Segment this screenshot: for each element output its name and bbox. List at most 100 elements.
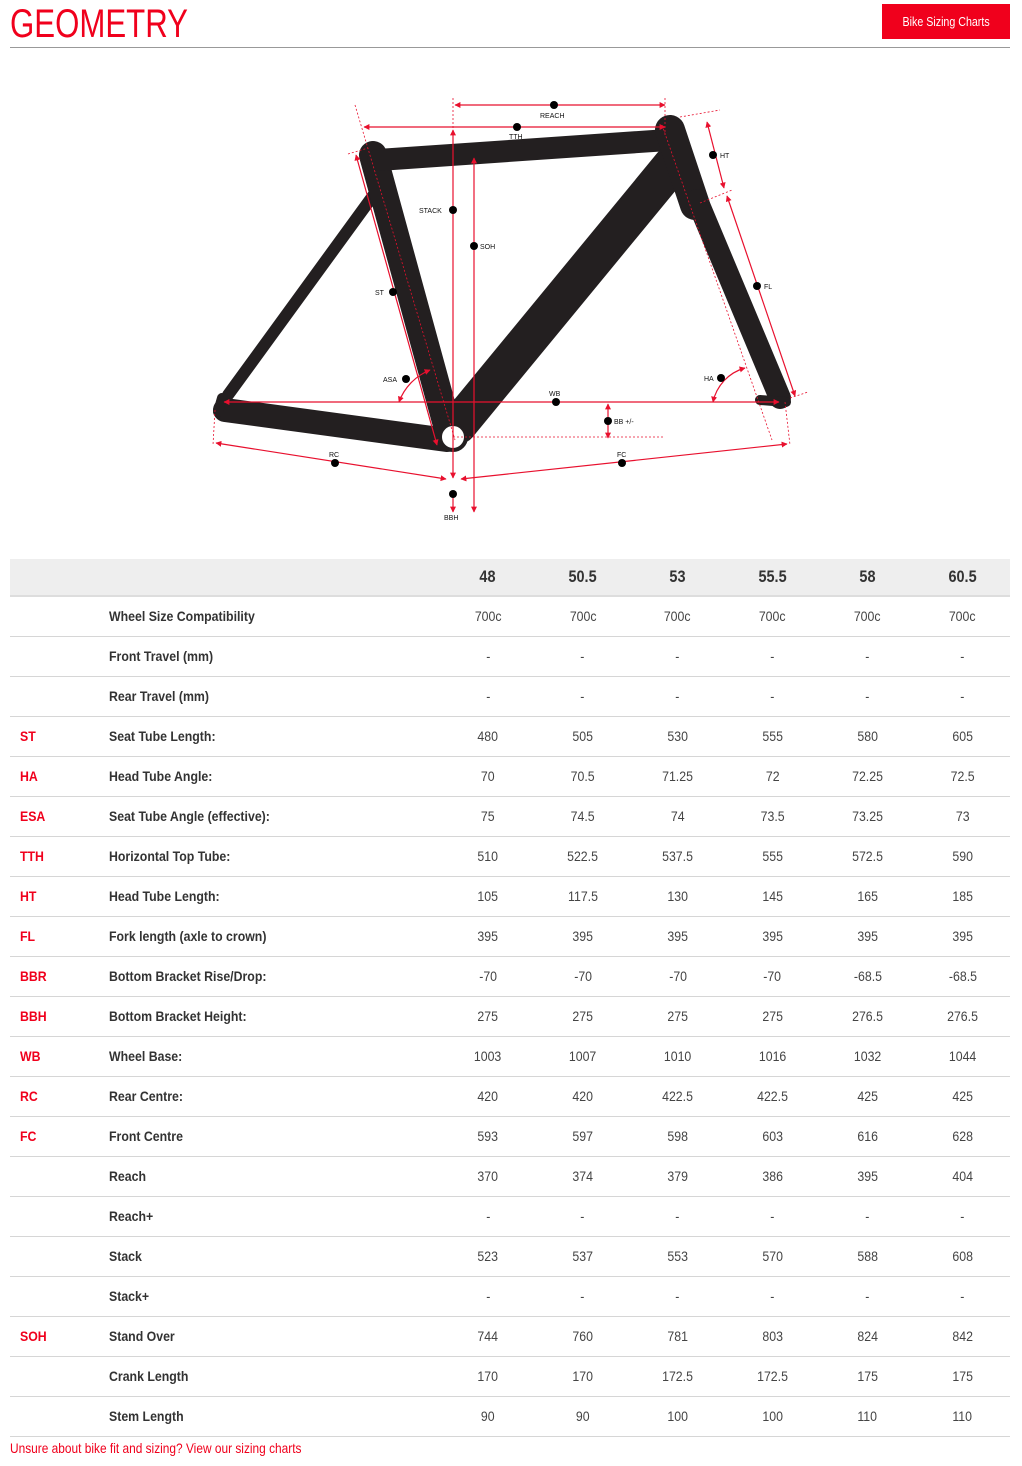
row-value: 616	[857, 1128, 878, 1144]
row-value: 553	[667, 1248, 688, 1264]
row-value: 72.5	[950, 768, 975, 784]
row-value: 100	[762, 1408, 783, 1424]
row-code: WB	[20, 1048, 41, 1064]
row-value: 145	[762, 888, 783, 904]
row-label: Seat Tube Angle (effective):	[108, 808, 270, 824]
row-value: 395	[857, 1168, 878, 1184]
table-row: Front Travel (mm) - - - - - -	[10, 636, 1010, 676]
row-code: TTH	[20, 848, 44, 864]
row-value: 537.5	[662, 848, 694, 864]
row-label: Horizontal Top Tube:	[108, 848, 231, 864]
label-rc: RC	[329, 452, 339, 459]
row-value: 425	[857, 1088, 878, 1104]
label-ha: HA	[704, 376, 714, 383]
row-label: Bottom Bracket Rise/Drop:	[108, 968, 267, 984]
table-row: BBR Bottom Bracket Rise/Drop: -70 -70 -70 -70…	[10, 956, 1010, 996]
row-value: 275	[572, 1008, 594, 1024]
row-value: 275	[667, 1008, 688, 1024]
table-row: SOH Stand Over 744 760 781 803 824 842	[10, 1316, 1010, 1356]
row-code: HA	[20, 768, 38, 784]
row-value: -	[865, 1288, 870, 1304]
row-value: 370	[477, 1168, 499, 1184]
row-code	[10, 596, 109, 636]
row-value: 593	[477, 1128, 499, 1144]
page-title: GEOMETRY	[10, 2, 188, 46]
table-row: HA Head Tube Angle: 70 70.5 71.25 72 72.25 72.5	[10, 756, 1010, 796]
row-code: FL	[20, 928, 36, 944]
row-value: 700c	[759, 608, 786, 625]
row-value: -	[960, 1288, 965, 1304]
header-divider	[10, 47, 1010, 48]
row-value: 404	[952, 1168, 973, 1184]
row-value: 530	[667, 728, 688, 744]
row-value: 74.5	[570, 808, 595, 824]
row-value: 537	[572, 1248, 594, 1264]
row-value: -	[580, 1288, 585, 1304]
row-value: 395	[477, 928, 499, 944]
row-value: -	[960, 1208, 965, 1224]
row-value: -	[770, 1208, 775, 1224]
bike-sizing-charts-button[interactable]: Bike Sizing Charts	[882, 4, 1010, 39]
size-header: 53	[630, 559, 726, 597]
row-code: BBR	[20, 968, 47, 984]
row-value: 395	[667, 928, 688, 944]
size-header-row: 48 50.5 53 55.5 58 60.5	[10, 559, 1010, 597]
row-value: 74	[670, 808, 685, 824]
label-ht: HT	[720, 153, 730, 160]
row-value: 781	[667, 1328, 688, 1344]
row-value: 803	[762, 1328, 783, 1344]
row-value: 72	[765, 768, 780, 784]
row-value: 700c	[664, 608, 692, 625]
row-value: 422.5	[757, 1088, 789, 1104]
row-value: 420	[572, 1088, 594, 1104]
row-value: 420	[477, 1088, 499, 1104]
row-code: BBH	[20, 1008, 47, 1024]
row-value: 73	[955, 808, 970, 824]
row-value: 505	[572, 728, 594, 744]
label-bb: BB +/-	[614, 419, 634, 426]
row-value: 700c	[949, 608, 976, 625]
geometry-table: 48 50.5 53 55.5 58 60.5 Wheel Size Compa…	[10, 559, 1010, 1437]
row-value: 700c	[474, 608, 502, 625]
row-code: ST	[20, 728, 36, 744]
row-value: 379	[667, 1168, 688, 1184]
row-value: 1032	[853, 1048, 882, 1064]
label-reach: REACH	[540, 113, 565, 120]
table-row: TTH Horizontal Top Tube: 510 522.5 537.5 555 5…	[10, 836, 1010, 876]
row-value: -	[865, 1208, 870, 1224]
row-value: 72.25	[852, 768, 883, 784]
row-value: -	[580, 648, 585, 664]
row-value: -68.5	[948, 968, 977, 984]
row-code	[10, 1236, 109, 1276]
row-value: 175	[952, 1368, 973, 1384]
row-value: 760	[572, 1328, 594, 1344]
table-row: FL Fork length (axle to crown) 395 395 395 39…	[10, 916, 1010, 956]
row-value: 100	[667, 1408, 688, 1424]
size-header: 48	[440, 559, 536, 597]
label-wb: WB	[549, 391, 561, 398]
row-value: 480	[477, 728, 499, 744]
row-value: 744	[477, 1328, 499, 1344]
table-row: RC Rear Centre: 420 420 422.5 422.5 425 425	[10, 1076, 1010, 1116]
row-value: 105	[477, 888, 499, 904]
size-header: 55.5	[725, 559, 821, 597]
row-value: -	[675, 1208, 680, 1224]
row-value: 110	[857, 1408, 878, 1424]
row-code: ESA	[20, 808, 46, 824]
sizing-charts-link[interactable]: Unsure about bike fit and sizing? View o…	[10, 1440, 302, 1456]
row-value: -	[485, 1208, 490, 1224]
row-value: 70.5	[570, 768, 595, 784]
row-value: 522.5	[567, 848, 599, 864]
row-value: 1003	[474, 1048, 502, 1064]
row-label: Reach	[108, 1168, 146, 1184]
row-value: -70	[763, 968, 782, 984]
row-value: 110	[952, 1408, 973, 1424]
row-value: 71.25	[662, 768, 694, 784]
row-value: 842	[952, 1328, 973, 1344]
table-row: Stack+ - - - - - -	[10, 1276, 1010, 1316]
row-code: FC	[20, 1128, 37, 1144]
row-value: -	[485, 648, 490, 664]
table-row: Reach+ - - - - - -	[10, 1196, 1010, 1236]
row-value: 590	[952, 848, 973, 864]
row-value: 608	[952, 1248, 973, 1264]
